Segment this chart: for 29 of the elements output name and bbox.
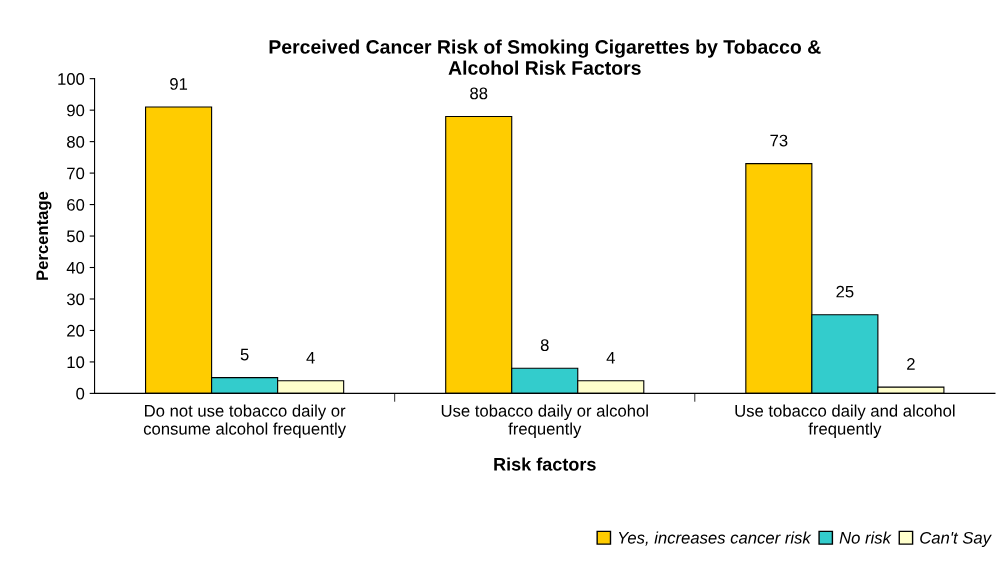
y-tick-label: 60 [67,198,85,211]
y-tick-label: 80 [67,136,85,148]
data-label: 73 [770,134,788,147]
y-tick-label: 90 [67,104,85,117]
y-tick-label: 10 [67,356,85,369]
data-label: 88 [470,87,488,100]
y-tick-label: 30 [66,293,85,306]
data-label: 2 [907,358,915,370]
data-label: 5 [240,348,249,361]
data-label: 25 [836,285,854,298]
x-tick-label: Use tobacco daily and alcohol frequently [735,404,955,438]
y-tick-label: 100 [58,73,85,85]
y-axis-title: Percentage [36,191,52,280]
x-tick-label: Do not use tobacco daily or consume alcohol frequently [143,404,347,438]
y-tick-label: 50 [66,230,85,243]
data-label: 4 [306,352,315,364]
legend-label: Yes, increases cancer risk [618,531,812,546]
x-axis-title: Risk factors [494,457,596,471]
chart-title: Perceived Cancer Risk of Smoking Cigarettes by Tobacco & Alcohol Risk Factors [269,39,821,75]
y-tick-label: 20 [67,324,85,337]
x-tick-label: Use tobacco daily or alcohol frequently [441,404,648,438]
data-label: 4 [606,352,615,364]
y-tick-label: 70 [67,167,85,180]
legend-label: Can't Say [920,531,992,547]
y-tick-label: 40 [66,261,85,274]
data-label: 8 [540,339,549,352]
data-label: 91 [170,78,188,90]
legend-label: No risk [839,531,892,544]
y-tick-label: 0 [76,387,85,400]
